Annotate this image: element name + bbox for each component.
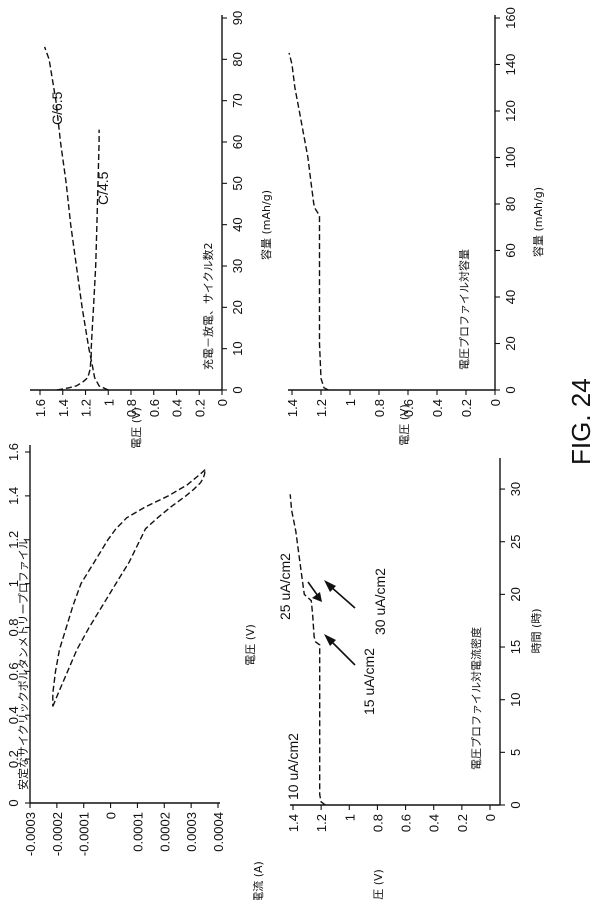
cap-ytick-label: 0.8: [372, 399, 387, 417]
cyc-xtick-label: 20: [230, 300, 245, 314]
cyc-annotation-c45: C/4.5: [95, 171, 111, 205]
cap-xtick-label: 140: [503, 54, 518, 76]
cap-ytick-label: 1.4: [285, 399, 300, 417]
cv-xtick-label: 1.6: [6, 443, 21, 461]
cyc-ytick-label: 0.2: [192, 399, 207, 417]
cv-panel: 00.20.40.60.811.21.41.6-0.0003-0.0002-0.…: [6, 443, 265, 900]
cap-xtick-label: 120: [503, 100, 518, 122]
vt-xtick-label: 25: [508, 534, 523, 548]
cyc-xtick-label: 60: [230, 135, 245, 149]
cap-ytick-label: 1: [343, 399, 358, 406]
cv-ytick-label: 0.0001: [130, 812, 145, 852]
cv-ytick-label: -0.0001: [77, 812, 92, 856]
cyc-annotation-c65: C/6.5: [49, 91, 65, 125]
cv-ticks: 00.20.40.60.811.21.41.6-0.0003-0.0002-0.…: [6, 443, 226, 856]
cyc-xlabel: 容量 (mAh/g): [259, 190, 273, 260]
cv-series-1-line: [53, 470, 205, 707]
cyc-ytick-label: 0: [215, 399, 230, 406]
cyc-ytick-label: 0.4: [170, 399, 185, 417]
cv-ytick-label: -0.0003: [23, 812, 38, 856]
vt-xlabel: 時間 (時): [530, 608, 543, 653]
cv-curves: [53, 470, 205, 707]
vt-ticks: 0 5 10 15 20 25 30 0 0.2 0.4 0.6 0.8 1 1.2 1.4: [286, 482, 523, 832]
cap-panel: 02040608010012014016000.20.40.60.811.21.…: [285, 7, 545, 446]
cv-title: 安定なサイクリックボルタンメトリープロファイル: [16, 538, 30, 790]
cap-title: 電圧プロファイル対容量: [457, 249, 471, 370]
vt-xtick-label: 15: [508, 640, 523, 654]
vt-arrow-30: [324, 580, 355, 608]
cyc-ytick-label: 1: [101, 399, 116, 406]
cap-ytick-label: 0.4: [430, 399, 445, 417]
cap-series-0-line: [289, 53, 328, 390]
cap-xlabel: 容量 (mAh/g): [531, 187, 545, 257]
vt-ytick-label: 0.8: [370, 814, 385, 832]
cyc-ytick-label: 0.6: [147, 399, 162, 417]
figure-label: FIG. 24: [566, 378, 596, 465]
vt-ytick-label: 0.2: [455, 814, 470, 832]
vt-xtick-label: 5: [508, 749, 523, 756]
vt-ytick-label: 1: [342, 814, 357, 821]
cyc-ytick-label: 1.4: [56, 399, 71, 417]
cv-ytick-label: 0.0002: [157, 812, 172, 852]
cv-xtick-label: 1.4: [6, 487, 21, 505]
cyc-xtick-label: 80: [230, 52, 245, 66]
cv-ytick-label: 0: [104, 812, 119, 819]
cap-xtick-label: 100: [503, 147, 518, 169]
vt-title: 電圧プロファイル対電流密度: [469, 627, 483, 770]
cyc-xtick-label: 50: [230, 176, 245, 190]
cap-xtick-label: 80: [503, 197, 518, 211]
cv-ylabel: 電流 (A): [251, 861, 265, 900]
vt-annotation-10: 10 uA/cm2: [285, 733, 301, 800]
cyc-xtick-label: 10: [230, 341, 245, 355]
vt-xtick-label: 0: [508, 801, 523, 808]
cyc-series-C45-line: [57, 130, 99, 390]
cyc-title: 充電－放電、サイクル数2: [201, 243, 215, 370]
vt-arrow-15: [324, 634, 355, 665]
cv-xlabel: 電圧 (V): [244, 624, 257, 666]
vt-xtick-label: 30: [508, 482, 523, 496]
cyc-xtick-label: 90: [230, 11, 245, 25]
cv-ytick-label: 0.0004: [211, 812, 226, 852]
cap-xtick-label: 160: [503, 7, 518, 29]
cyc-panel: 010203040506070809000.20.40.60.811.21.41…: [30, 11, 273, 449]
cyc-xtick-label: 30: [230, 259, 245, 273]
cv-ytick-label: 0.0003: [184, 812, 199, 852]
cv-series-0-line: [53, 470, 205, 707]
cyc-xtick-label: 0: [230, 386, 245, 393]
cap-curves: [289, 53, 328, 390]
cap-xtick-label: 60: [503, 243, 518, 257]
vt-annotation-25: 25 uA/cm2: [277, 553, 293, 620]
cap-ytick-label: 0: [488, 399, 503, 406]
vt-ytick-label: 0.6: [399, 814, 414, 832]
cap-xtick-label: 0: [503, 386, 518, 393]
vt-ytick-label: 1.2: [314, 814, 329, 832]
cyc-ytick-label: 1.6: [33, 399, 48, 417]
cyc-ytick-label: 1.2: [79, 399, 94, 417]
vt-annotation-30: 30 uA/cm2: [372, 568, 388, 635]
cyc-xtick-label: 70: [230, 93, 245, 107]
cap-xtick-label: 40: [503, 290, 518, 304]
cap-ytick-label: 0.2: [459, 399, 474, 417]
vt-annotation-15: 15 uA/cm2: [361, 648, 377, 715]
cyc-xtick-label: 40: [230, 217, 245, 231]
vt-ytick-label: 0: [483, 814, 498, 821]
cap-xtick-label: 20: [503, 336, 518, 350]
vt-xtick-label: 20: [508, 587, 523, 601]
cv-ytick-label: -0.0002: [50, 812, 65, 856]
vt-ylabel: 電圧 (V): [372, 869, 385, 900]
vt-panel: 0 5 10 15 20 25 30 0 0.2 0.4 0.6 0.8 1 1.2 1.4 電圧プロファイ…: [277, 458, 543, 900]
cyc-ylabel: 電圧 (V): [130, 407, 143, 449]
cap-ytick-label: 1.2: [314, 399, 329, 417]
vt-xtick-label: 10: [508, 692, 523, 706]
cap-ylabel: 電圧 (V): [398, 404, 411, 446]
vt-ytick-label: 1.4: [286, 814, 301, 832]
vt-ytick-label: 0.4: [427, 814, 442, 832]
cv-xtick-label: 0: [6, 799, 21, 806]
